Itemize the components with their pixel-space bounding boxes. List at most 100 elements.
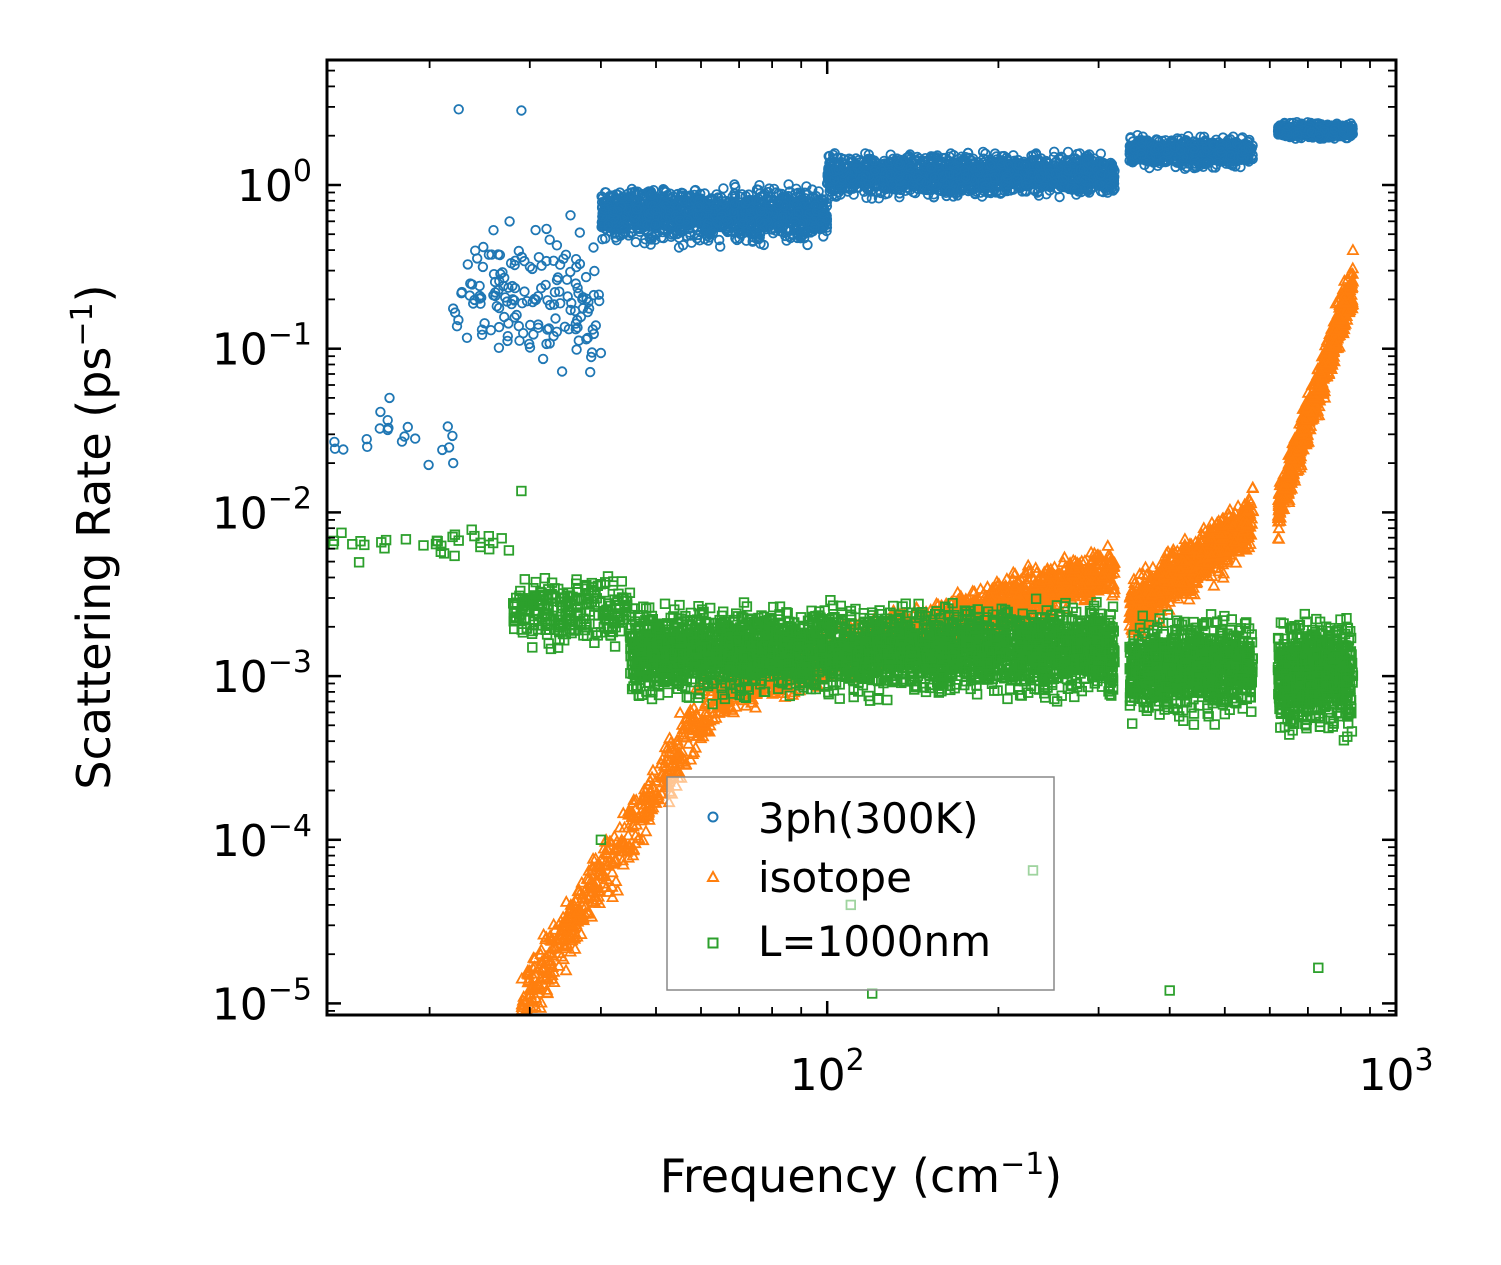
- data-point-circle: [554, 286, 565, 297]
- data-point-circle: [537, 353, 549, 365]
- data-point-circle: [573, 288, 584, 299]
- data-point-circle: [504, 216, 515, 227]
- data-point-circle: [477, 261, 489, 273]
- data-point-circle: [583, 296, 594, 308]
- data-point-circle: [503, 318, 514, 329]
- data-point-circle: [516, 251, 528, 263]
- data-point-circle: [524, 261, 536, 273]
- data-point-circle: [486, 249, 497, 260]
- series-layer: [327, 104, 1360, 1015]
- data-point-circle: [588, 242, 599, 253]
- data-point-circle: [338, 444, 349, 455]
- data-point-circle: [456, 286, 468, 298]
- data-point-circle: [474, 280, 485, 292]
- data-point-circle: [528, 329, 539, 340]
- data-point-circle: [493, 321, 505, 333]
- data-point-circle: [506, 298, 517, 310]
- data-point-circle: [588, 328, 600, 340]
- data-point-circle: [493, 342, 505, 354]
- data-point-circle: [574, 258, 586, 270]
- data-point-circle: [542, 295, 553, 306]
- data-point-circle: [402, 421, 414, 433]
- data-point-circle: [399, 431, 410, 442]
- data-point-circle: [574, 227, 586, 238]
- data-point-circle: [472, 253, 483, 264]
- data-point-circle: [513, 245, 525, 257]
- data-point-circle: [560, 249, 572, 261]
- data-point-circle: [588, 289, 600, 301]
- data-point-circle: [447, 430, 458, 442]
- data-point-circle: [714, 234, 725, 246]
- data-point-circle: [461, 332, 473, 344]
- data-point-circle: [375, 406, 386, 418]
- data-point-circle: [382, 415, 393, 426]
- data-point-circle: [559, 321, 571, 333]
- data-point-circle: [497, 267, 508, 278]
- data-point-circle: [541, 223, 552, 235]
- data-point-circle: [552, 272, 564, 283]
- data-point-circle: [549, 287, 561, 298]
- data-point-circle: [502, 331, 514, 342]
- data-point-circle: [509, 259, 520, 271]
- data-point-circle: [489, 276, 501, 288]
- data-point-circle: [555, 298, 566, 309]
- data-point-circle: [580, 271, 592, 283]
- data-point-circle: [499, 272, 510, 284]
- data-point-circle: [550, 313, 561, 324]
- data-point-circle: [544, 234, 555, 245]
- data-point-circle: [469, 294, 480, 306]
- data-point-circle: [519, 286, 530, 297]
- data-point-circle: [551, 240, 563, 251]
- data-point-circle: [554, 259, 566, 270]
- data-point-circle: [410, 433, 421, 444]
- data-point-circle: [572, 322, 583, 333]
- data-point-circle: [476, 329, 488, 341]
- data-point-circle: [556, 366, 568, 377]
- data-point-circle: [442, 421, 454, 432]
- data-point-circle: [587, 324, 599, 335]
- data-point-circle: [570, 278, 582, 289]
- data-point-circle: [437, 444, 448, 456]
- data-point-circle: [453, 314, 464, 326]
- data-point-circle: [566, 297, 577, 309]
- data-point-circle: [571, 344, 582, 355]
- data-point-circle: [593, 289, 605, 300]
- data-point-circle: [478, 241, 489, 253]
- data-point-circle: [585, 366, 596, 378]
- data-point-circle: [509, 312, 520, 323]
- data-point-circle: [530, 224, 541, 236]
- data-point-circle: [586, 351, 597, 363]
- data-point-circle: [540, 279, 551, 291]
- data-point-circle: [589, 265, 600, 277]
- data-point-circle: [451, 321, 463, 332]
- data-point-circle: [490, 287, 501, 298]
- data-point-circle: [551, 326, 563, 338]
- data-point-circle: [503, 282, 514, 293]
- data-point-circle: [544, 338, 555, 349]
- data-point-circle: [586, 347, 598, 358]
- data-point-circle: [448, 303, 459, 314]
- data-point-circle: [423, 459, 434, 471]
- data-point-circle: [502, 335, 513, 347]
- data-point-circle: [374, 423, 386, 434]
- data-point-circle: [491, 301, 503, 312]
- data-point-circle: [536, 260, 547, 271]
- data-point-circle: [396, 436, 408, 447]
- data-point-circle: [362, 441, 373, 453]
- data-point-circle: [462, 259, 474, 270]
- data-point-circle: [488, 224, 499, 236]
- data-point-circle: [582, 306, 593, 318]
- data-point-circle: [527, 263, 538, 275]
- data-point-circle: [581, 334, 592, 345]
- data-point-circle: [527, 296, 538, 308]
- data-point-circle: [329, 436, 340, 448]
- data-point-circle: [518, 328, 529, 339]
- data-point-circle: [493, 249, 504, 260]
- data-point-circle: [594, 295, 605, 307]
- data-point-circle: [511, 309, 522, 321]
- data-point-circle: [490, 290, 501, 302]
- data-point-circle: [443, 442, 455, 453]
- data-point-circle: [509, 282, 521, 294]
- data-point-circle: [525, 319, 536, 331]
